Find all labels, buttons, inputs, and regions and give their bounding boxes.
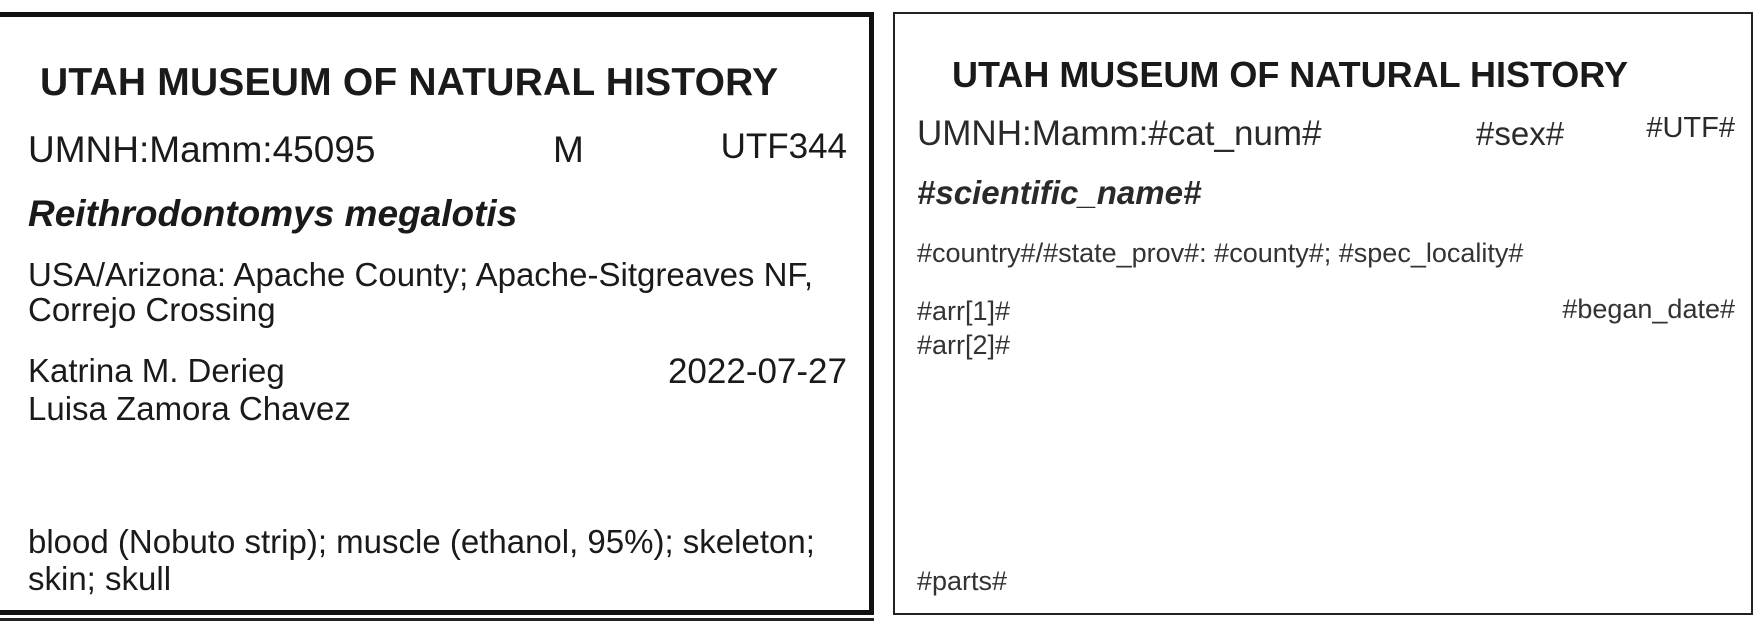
collectors-placeholder-list: #arr[1]# #arr[2]# — [917, 294, 1010, 362]
parts-text: blood (Nobuto strip); muscle (ethanol, 9… — [28, 523, 815, 597]
collectors-list: Katrina M. Derieg Luisa Zamora Chavez — [28, 352, 351, 428]
scientific-name-placeholder: #scientific_name# — [917, 174, 1202, 211]
museum-title: UTAH MUSEUM OF NATURAL HISTORY — [952, 54, 1628, 95]
sex-placeholder: #sex# — [1476, 115, 1565, 152]
catalog-number-placeholder: UMNH:Mamm:#cat_num# — [917, 114, 1322, 153]
collection-date: 2022-07-27 — [667, 352, 847, 391]
utf-placeholder: #UTF# — [1646, 112, 1735, 144]
locality-text: USA/Arizona: Apache County; Apache-Sitgr… — [28, 256, 814, 328]
locality-placeholder: #country#/#state_prov#: #county#; #spec_… — [917, 238, 1524, 268]
date-placeholder: #began_date# — [1562, 294, 1735, 324]
museum-title: UTAH MUSEUM OF NATURAL HISTORY — [40, 61, 779, 104]
sex-value: M — [553, 129, 584, 170]
collector-name: Luisa Zamora Chavez — [28, 390, 351, 427]
filled-specimen-label: UTAH MUSEUM OF NATURAL HISTORY UMNH:Mamm… — [0, 12, 874, 615]
parts-placeholder: #parts# — [917, 566, 1008, 596]
label-divider — [0, 618, 874, 621]
collector-placeholder: #arr[1]# — [917, 296, 1011, 326]
collector-placeholder: #arr[2]# — [917, 330, 1011, 360]
utf-number: UTF344 — [720, 127, 847, 166]
catalog-number: UMNH:Mamm:45095 — [28, 129, 376, 170]
template-specimen-label: UTAH MUSEUM OF NATURAL HISTORY UMNH:Mamm… — [893, 12, 1753, 615]
scientific-name: Reithrodontomys megalotis — [28, 193, 518, 234]
collector-name: Katrina M. Derieg — [28, 352, 285, 389]
